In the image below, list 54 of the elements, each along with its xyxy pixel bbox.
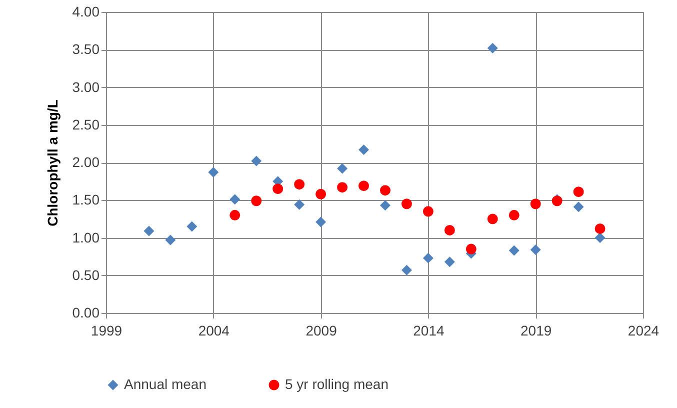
x-tick-label: 1999 <box>90 322 122 338</box>
point <box>487 42 498 54</box>
point <box>401 264 412 276</box>
point <box>186 221 198 232</box>
legend-label: 5 yr rolling mean <box>285 376 388 392</box>
point <box>487 214 498 224</box>
point <box>251 156 262 166</box>
point <box>316 216 326 228</box>
point <box>165 234 176 246</box>
x-tick-label: 2019 <box>520 322 552 338</box>
point <box>337 182 348 193</box>
point <box>251 196 262 206</box>
x-tick-label: 2014 <box>413 322 444 338</box>
point <box>422 206 434 217</box>
y-tick-label: 0.00 <box>72 304 100 320</box>
point <box>208 167 219 178</box>
point <box>530 244 541 256</box>
point <box>466 244 476 254</box>
y-tick-label: 0.50 <box>72 266 100 283</box>
x-tick-label: 2004 <box>198 322 230 338</box>
point <box>272 184 284 194</box>
point <box>337 163 348 174</box>
point <box>444 224 455 236</box>
point <box>530 198 541 210</box>
y-tick-label: 3.50 <box>72 41 100 58</box>
point <box>573 186 584 198</box>
point <box>594 223 606 234</box>
point <box>230 194 240 205</box>
point <box>230 210 240 220</box>
y-tick-label: 3.00 <box>72 78 100 95</box>
y-tick-label: 2.00 <box>72 154 100 170</box>
point <box>508 210 520 220</box>
point <box>294 179 305 190</box>
point <box>316 188 326 200</box>
y-tick-label: 4.00 <box>72 4 100 20</box>
point <box>358 144 370 155</box>
y-tick-label: 1.50 <box>72 192 100 208</box>
point <box>358 180 370 192</box>
point <box>144 226 154 236</box>
point <box>444 256 455 268</box>
point <box>573 202 584 212</box>
y-axis-title: Chlorophyll a mg/L <box>44 99 60 226</box>
point <box>294 199 305 210</box>
point <box>594 232 606 243</box>
point <box>422 252 434 264</box>
point <box>401 198 412 210</box>
y-tick-label: 1.00 <box>72 229 100 246</box>
x-tick-label: 2024 <box>628 322 660 338</box>
legend-label: Annual mean <box>124 376 207 392</box>
point <box>380 185 390 196</box>
point <box>508 245 520 256</box>
y-tick-label: 2.50 <box>72 116 100 132</box>
point <box>380 200 390 211</box>
x-tick-label: 2009 <box>306 322 338 338</box>
